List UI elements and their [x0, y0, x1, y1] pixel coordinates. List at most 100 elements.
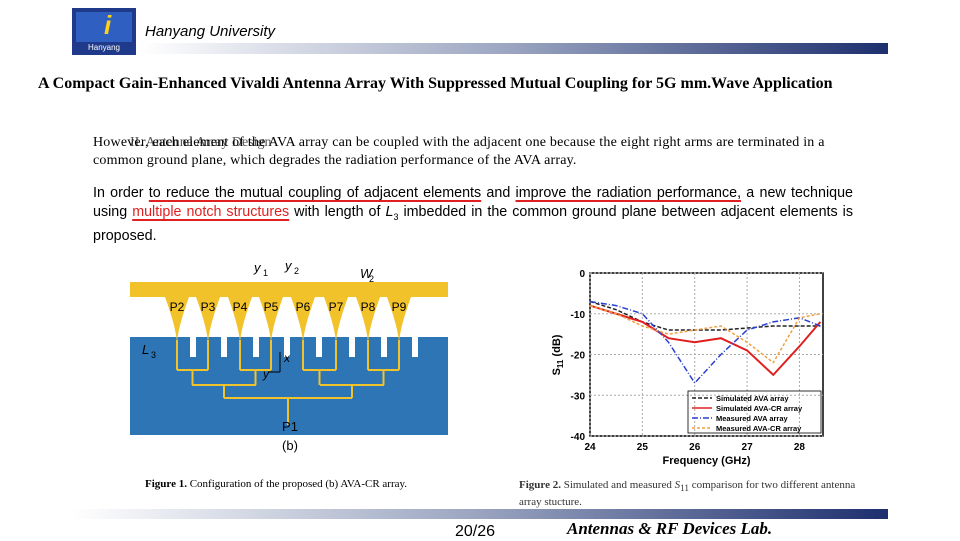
x-tick-label: 26 [689, 442, 701, 453]
dim-label: L [142, 342, 149, 357]
y-tick-label: -20 [571, 351, 586, 362]
feed-line [240, 369, 271, 385]
subscript: 11 [680, 483, 689, 494]
series-line [589, 300, 821, 331]
subscript: 3 [393, 211, 399, 222]
legend-box [687, 390, 822, 434]
port-label: P6 [296, 300, 311, 314]
axis-label: y [262, 367, 270, 381]
dim-label: y [284, 258, 293, 273]
feed-line [303, 369, 336, 385]
x-tick-label: 24 [584, 442, 596, 453]
slot-circle [211, 309, 237, 335]
notch [349, 337, 355, 357]
section-heading: II. Antenna Array Design [130, 135, 272, 150]
arms [130, 282, 448, 297]
dim-label: y [253, 260, 262, 275]
port-label: P4 [233, 300, 248, 314]
x-axis-label: Frequency (GHz) [662, 455, 750, 467]
dim-sub: 2 [294, 266, 299, 276]
horn [356, 297, 380, 345]
series-line [589, 304, 822, 377]
y-tick-label: -10 [571, 310, 586, 321]
page-number: 20/26 [455, 523, 496, 540]
underlined-text: improve the radiation performance, [515, 185, 742, 201]
notch [381, 337, 387, 357]
x-tick-label: 27 [742, 442, 754, 453]
horn [196, 297, 220, 345]
y-tick-label: -40 [571, 432, 586, 443]
port-label: P2 [170, 300, 185, 314]
slot-circle [306, 309, 332, 335]
notch [253, 337, 259, 357]
bottom-bar [72, 509, 888, 519]
feed-line [177, 369, 208, 385]
text: a new technique using [93, 185, 853, 220]
port-label: P3 [201, 300, 216, 314]
logo-text: Hanyang [88, 43, 120, 52]
notch [284, 337, 290, 357]
slot-circle [402, 309, 428, 335]
feed-line [368, 369, 399, 385]
slot-circle [339, 309, 365, 335]
sublabel: (b) [282, 438, 298, 453]
horn [165, 297, 189, 345]
caption-label: Figure 1. [145, 478, 187, 490]
paragraph1: However, each element of the AVA array c… [93, 135, 825, 168]
lab-name: Antennas & RF Devices Lab. [567, 519, 773, 538]
port-label: P7 [329, 300, 344, 314]
axis-arrows [268, 352, 281, 373]
logo-inner [76, 12, 132, 42]
legend-entry: Simulated AVA array [716, 394, 789, 403]
legend-entry: Measured AVA array [716, 414, 789, 423]
axis-label: x [283, 351, 291, 365]
highlight-text: multiple notch structures [132, 204, 290, 220]
dim-sub: 2 [369, 274, 374, 284]
port-label: P8 [361, 300, 376, 314]
slot-circle [243, 309, 269, 335]
series-line [589, 300, 821, 385]
top-bar [140, 43, 888, 54]
horn [324, 297, 348, 345]
legend-entry: Simulated AVA-CR array [716, 404, 803, 413]
x-tick-label: 28 [794, 442, 806, 453]
text: and [481, 185, 516, 201]
y-axis-label-part: 11 [556, 359, 565, 368]
port-label: P5 [264, 300, 279, 314]
symbol: S [674, 479, 681, 491]
underlined-text: to reduce the mutual coupling of adjacen… [148, 185, 482, 201]
dim-label: W [360, 266, 374, 281]
logo-glyph: i [104, 10, 112, 40]
port-label: P1 [282, 419, 298, 434]
notch [412, 337, 418, 357]
series-line [589, 304, 821, 364]
port-label: P9 [392, 300, 407, 314]
slot-circle [371, 309, 397, 335]
symbol: L [385, 204, 394, 220]
figure1-caption: Figure 1. Configuration of the proposed … [145, 477, 420, 491]
y-tick-label: 0 [579, 269, 585, 280]
legend-entry: Measured AVA-CR array [716, 424, 802, 433]
horn [387, 297, 411, 345]
y-tick-label: -30 [571, 391, 586, 402]
slide-title: A Compact Gain-Enhanced Vivaldi Antenna … [38, 75, 833, 92]
slot-circle [274, 309, 300, 335]
y-axis-label-part: (dB) [551, 334, 563, 359]
horn [259, 297, 283, 345]
text: In order [93, 185, 149, 201]
dim-sub: 3 [151, 350, 156, 360]
x-tick-label: 25 [637, 442, 649, 453]
text: imbedded in the common ground plane betw… [93, 204, 853, 244]
institution: Hanyang University [145, 23, 277, 40]
figure2-caption: Figure 2. Simulated and measured S11 com… [519, 478, 859, 509]
horn [228, 297, 252, 345]
notch [190, 337, 196, 357]
paragraph2: In order to reduce the mutual coupling o… [93, 184, 853, 246]
caption-text: Simulated and measured [560, 479, 675, 491]
slot-circle [180, 309, 206, 335]
horn [291, 297, 315, 345]
